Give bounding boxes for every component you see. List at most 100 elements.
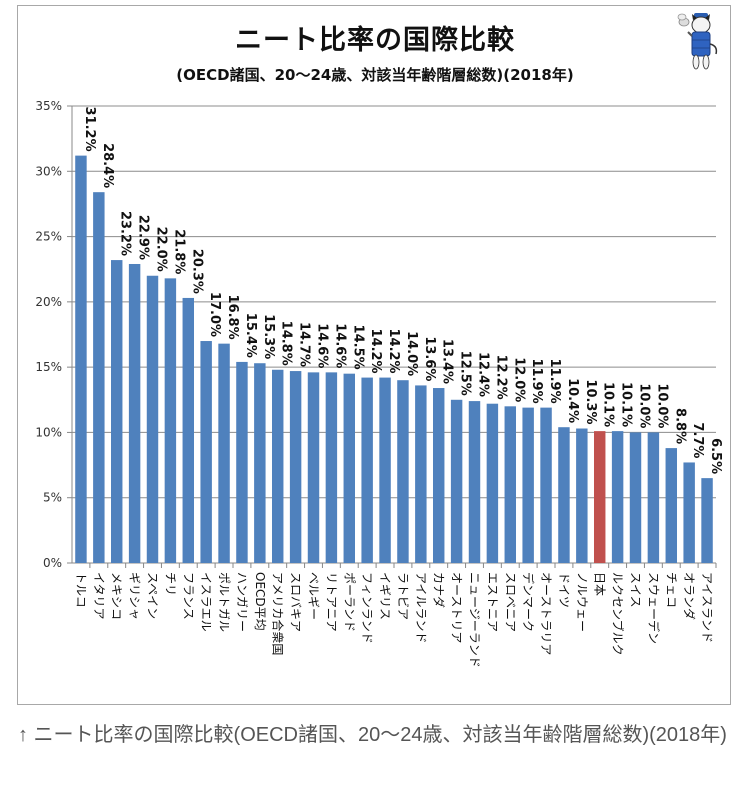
category-label: ニュージーランド	[468, 572, 482, 668]
category-label: フィンランド	[360, 572, 374, 644]
y-tick-label: 20%	[35, 295, 62, 309]
data-label: 28.4%	[100, 143, 115, 188]
category-label: ポーランド	[342, 572, 356, 632]
category-label: イスラエル	[199, 572, 213, 632]
data-label: 14.6%	[315, 323, 330, 368]
bar	[128, 263, 141, 563]
bar	[432, 388, 445, 563]
bar	[611, 431, 624, 563]
bar	[683, 462, 695, 563]
category-label: イタリア	[92, 572, 106, 620]
chart-subtitle: (OECD諸国、20〜24歳、対該当年齢階層総数)(2018年)	[176, 66, 574, 84]
y-axis: 0% 5% 10% 15% 20% 25% 30% 35%	[35, 99, 717, 570]
bar	[558, 427, 570, 563]
bar	[629, 432, 642, 563]
bar	[504, 406, 517, 563]
bar	[415, 385, 427, 563]
bar	[271, 369, 284, 563]
category-label: スロバキア	[289, 572, 303, 632]
category-label: ギリシャ	[128, 572, 142, 620]
data-label: 12.5%	[458, 351, 473, 396]
bars	[75, 155, 713, 564]
category-label: オランダ	[682, 572, 697, 620]
data-label: 10.0%	[637, 383, 652, 428]
bar	[361, 377, 373, 563]
data-label: 13.6%	[422, 336, 437, 381]
data-label: 14.2%	[386, 328, 401, 373]
category-label: ドイツ	[557, 572, 571, 608]
data-label: 21.8%	[171, 229, 186, 274]
category-label: スペイン	[146, 572, 160, 619]
bar	[593, 431, 606, 563]
category-label: ハンガリー	[235, 572, 249, 632]
data-label: 11.9%	[529, 359, 544, 404]
bar	[701, 478, 713, 563]
category-label: トルコ	[74, 572, 88, 608]
category-label: チリ	[163, 572, 177, 596]
data-label: 10.1%	[619, 382, 634, 427]
bar	[200, 341, 212, 563]
data-label: 17.0%	[207, 292, 222, 337]
data-label: 23.2%	[118, 211, 133, 256]
figure-caption: ↑ ニート比率の国際比較(OECD諸国、20〜24歳、対該当年齢階層総数)(20…	[18, 724, 727, 746]
category-label: チェコ	[664, 572, 678, 608]
data-label: 10.4%	[565, 378, 580, 423]
category-label: ノルウェー	[575, 572, 589, 632]
bar	[93, 192, 105, 564]
bar	[540, 407, 552, 563]
data-label: 14.0%	[404, 331, 419, 376]
category-labels: トルコ イタリア メキシコ ギリシャ スペイン チリ フランス イスラエル ポルトガル ハンガリー…	[74, 572, 714, 668]
data-label: 10.0%	[654, 383, 669, 428]
data-label: 20.3%	[189, 249, 204, 294]
category-label: アイルランド	[414, 572, 428, 643]
data-label: 12.4%	[476, 352, 491, 397]
y-tick-label: 5%	[43, 491, 62, 505]
bar	[146, 275, 159, 563]
data-label: 14.5%	[350, 325, 365, 370]
bar	[75, 155, 87, 564]
y-tick-label: 35%	[35, 99, 62, 113]
bar	[236, 361, 248, 563]
category-label: 日本	[593, 572, 607, 596]
category-label: デンマーク	[521, 572, 536, 632]
category-label: ポルトガル	[217, 572, 231, 632]
bar	[218, 343, 230, 563]
category-label: オーストリア	[450, 572, 464, 643]
bar	[486, 403, 499, 563]
bar	[182, 297, 195, 563]
category-label: アメリカ合衆国	[271, 572, 286, 655]
bar	[397, 380, 409, 563]
data-label: 14.2%	[368, 328, 383, 373]
category-label: スイス	[629, 572, 643, 608]
data-label: 31.2%	[82, 107, 97, 152]
category-label: スロベニア	[503, 572, 517, 632]
data-labels: 31.2%28.4% 23.2% 22.9% 22.0% 21.8% 20.3%17.0%…	[82, 107, 723, 475]
data-label: 11.9%	[547, 359, 562, 404]
y-tick-label: 25%	[35, 230, 62, 244]
bar	[254, 363, 266, 563]
data-label: 14.7%	[297, 322, 312, 367]
bar	[576, 428, 588, 563]
data-label: 7.7%	[690, 422, 705, 458]
data-label: 13.4%	[440, 339, 455, 384]
category-label: フランス	[181, 572, 195, 620]
category-label: オーストラリア	[539, 572, 553, 655]
chart-title: ニート比率の国際比較	[235, 25, 515, 56]
data-label: 22.9%	[136, 215, 151, 260]
category-label: イギリス	[378, 572, 392, 620]
category-label: メキシコ	[110, 572, 124, 620]
data-label: 14.6%	[332, 323, 347, 368]
bar	[522, 407, 534, 563]
bar	[289, 371, 302, 563]
bar-chart: 0%5%10%15%20%25%30%35% 31.2%28.4%23.2% 22…	[35, 99, 723, 668]
bar	[468, 401, 481, 563]
category-label: ラトビア	[396, 572, 410, 620]
data-label: 15.4%	[243, 313, 258, 358]
data-label: 10.3%	[583, 379, 598, 424]
data-label: 6.5%	[708, 438, 723, 474]
grid-lines	[72, 105, 716, 499]
bar	[379, 377, 391, 563]
bar	[343, 373, 356, 563]
bar	[450, 399, 463, 563]
category-label: OECD平均	[253, 572, 267, 631]
